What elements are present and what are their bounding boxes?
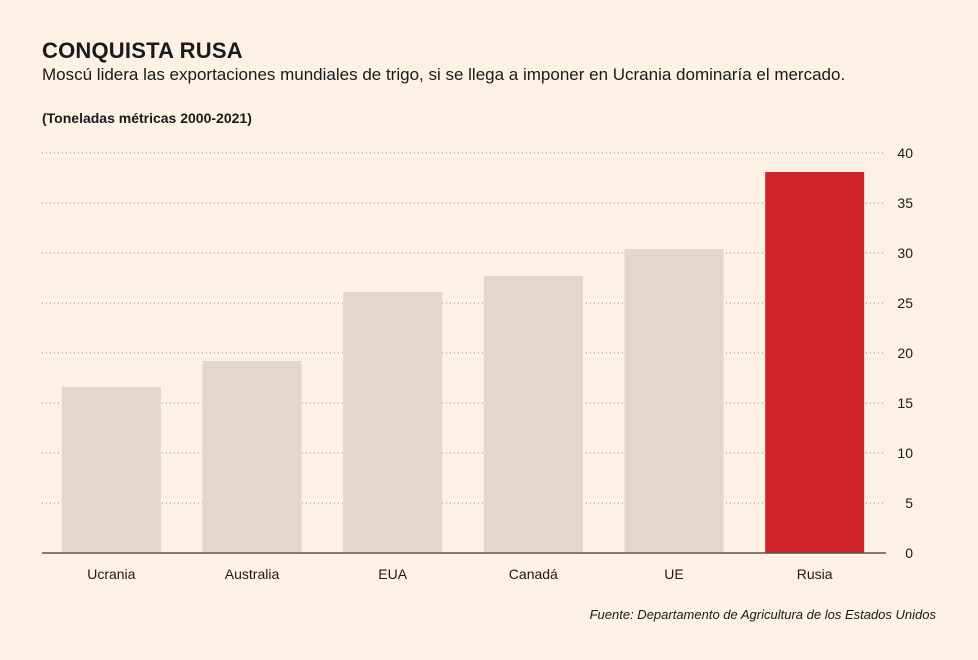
x-category-label: Rusia [797,566,833,582]
x-category-labels: Ucrania Australia EUA Canadá UE Rusia [87,566,833,582]
y-tick-label: 0 [905,545,913,561]
source-note: Fuente: Departamento de Agricultura de l… [589,607,936,622]
chart-title: CONQUISTA RUSA [42,38,243,63]
bar-australia [202,361,302,553]
bar-ue [624,249,724,553]
y-tick-label: 15 [897,395,913,411]
y-tick-label: 10 [897,445,913,461]
bar-chart: 0 5 10 15 20 25 30 35 40 Ucrania Australia EUA Cana… [42,145,913,582]
x-category-label: EUA [378,566,407,582]
y-tick-label: 25 [897,295,913,311]
y-tick-label: 30 [897,245,913,261]
grid-layer [42,152,886,504]
y-tick-label: 20 [897,345,913,361]
bar-layer [61,172,865,553]
bar-eua [343,292,443,553]
y-tick-label: 40 [897,145,913,161]
chart-subtitle: Moscú lidera las exportaciones mundiales… [42,65,846,84]
x-category-label: Canadá [509,566,558,582]
x-category-label: Australia [225,566,280,582]
y-tick-label: 35 [897,195,913,211]
bar-ucrania [61,387,161,553]
x-category-label: UE [664,566,683,582]
bar-canadá [483,276,583,553]
unit-note: (Toneladas métricas 2000-2021) [42,110,252,126]
y-tick-labels: 0 5 10 15 20 25 30 35 40 [897,145,913,561]
x-category-label: Ucrania [87,566,135,582]
bar-rusia [765,172,865,553]
y-tick-label: 5 [905,495,913,511]
